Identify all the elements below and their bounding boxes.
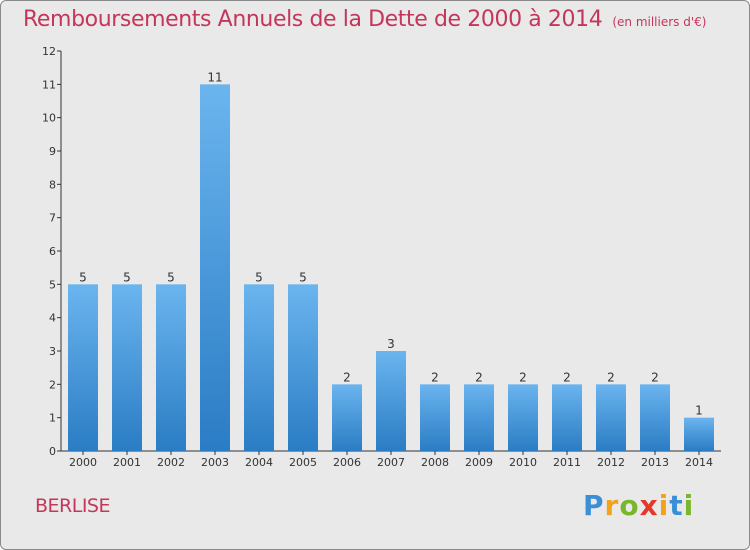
- value-label-2008: 2: [431, 370, 439, 384]
- x-tick-label: 2008: [421, 456, 449, 469]
- bar-2003: [200, 84, 230, 451]
- x-tick-label: 2006: [333, 456, 361, 469]
- bar-2001: [112, 284, 142, 451]
- y-tick-label: 7: [49, 212, 56, 225]
- y-tick-label: 8: [49, 178, 56, 191]
- y-tick-label: 5: [49, 278, 56, 291]
- logo-letter: r: [604, 489, 620, 522]
- title-text: Remboursements Annuels de la Dette de 20…: [23, 7, 603, 32]
- y-tick-label: 0: [49, 445, 56, 458]
- y-tick-label: 11: [42, 78, 56, 91]
- y-tick-label: 12: [42, 45, 56, 58]
- y-tick-label: 4: [49, 312, 56, 325]
- bar-2002: [156, 284, 186, 451]
- y-tick-label: 10: [42, 112, 56, 125]
- bar-2007: [376, 351, 406, 451]
- chart-bars: [68, 84, 714, 451]
- x-tick-label: 2012: [597, 456, 625, 469]
- x-tick-label: 2005: [289, 456, 317, 469]
- value-label-2009: 2: [475, 370, 483, 384]
- y-tick-label: 9: [49, 145, 56, 158]
- value-label-2014: 1: [695, 404, 703, 418]
- bar-2008: [420, 384, 450, 451]
- x-tick-label: 2003: [201, 456, 229, 469]
- chart-subtitle: (en milliers d'€): [612, 15, 707, 29]
- bar-2004: [244, 284, 274, 451]
- x-tick-label: 2013: [641, 456, 669, 469]
- bar-2010: [508, 384, 538, 451]
- value-label-2002: 5: [167, 270, 175, 284]
- bar-2011: [552, 384, 582, 451]
- logo-letter: x: [639, 489, 659, 522]
- bar-2000: [68, 284, 98, 451]
- x-tick-label: 2007: [377, 456, 405, 469]
- logo-letter: t: [669, 489, 684, 522]
- value-label-2003: 11: [207, 70, 222, 84]
- y-tick-label: 1: [49, 412, 56, 425]
- logo-letter: i: [658, 489, 670, 522]
- value-label-2005: 5: [299, 270, 307, 284]
- bar-2006: [332, 384, 362, 451]
- proxiti-logo[interactable]: Proxiti: [583, 489, 694, 522]
- value-label-2012: 2: [607, 370, 615, 384]
- bar-2013: [640, 384, 670, 451]
- value-label-2013: 2: [651, 370, 659, 384]
- value-label-2001: 5: [123, 270, 131, 284]
- y-tick-label: 3: [49, 345, 56, 358]
- x-tick-label: 2009: [465, 456, 493, 469]
- chart-labels: 0123456789101112200052001520025200311200…: [42, 45, 713, 469]
- bar-2012: [596, 384, 626, 451]
- value-label-2011: 2: [563, 370, 571, 384]
- x-tick-label: 2011: [553, 456, 581, 469]
- x-tick-label: 2000: [69, 456, 97, 469]
- x-tick-label: 2001: [113, 456, 141, 469]
- value-label-2010: 2: [519, 370, 527, 384]
- x-tick-label: 2002: [157, 456, 185, 469]
- commune-name: BERLISE: [35, 495, 111, 517]
- logo-letter: P: [583, 489, 605, 522]
- value-label-2006: 2: [343, 370, 351, 384]
- value-label-2000: 5: [79, 270, 87, 284]
- bar-2009: [464, 384, 494, 451]
- y-tick-label: 2: [49, 378, 56, 391]
- value-label-2007: 3: [387, 337, 395, 351]
- bar-2005: [288, 284, 318, 451]
- logo-letter: o: [619, 489, 640, 522]
- x-tick-label: 2004: [245, 456, 273, 469]
- bar-2014: [684, 417, 714, 451]
- chart-title: Remboursements Annuels de la Dette de 20…: [23, 7, 706, 32]
- value-label-2004: 5: [255, 270, 263, 284]
- y-tick-label: 6: [49, 245, 56, 258]
- x-tick-label: 2014: [685, 456, 713, 469]
- logo-letter: i: [683, 489, 695, 522]
- x-tick-label: 2010: [509, 456, 537, 469]
